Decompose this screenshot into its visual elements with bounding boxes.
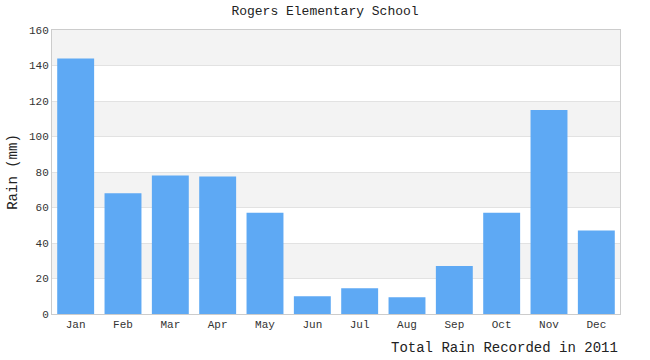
svg-text:Total Rain Recorded in 2011: Total Rain Recorded in 2011 (391, 340, 618, 356)
svg-text:Jul: Jul (350, 319, 370, 331)
svg-text:60: 60 (36, 202, 49, 214)
svg-text:Sep: Sep (444, 319, 464, 331)
svg-text:Rogers Elementary School: Rogers Elementary School (231, 4, 418, 19)
svg-text:0: 0 (42, 309, 49, 321)
svg-text:Aug: Aug (397, 319, 417, 331)
svg-text:Feb: Feb (113, 319, 133, 331)
svg-text:Nov: Nov (539, 319, 559, 331)
svg-text:Oct: Oct (492, 319, 512, 331)
svg-text:May: May (255, 319, 275, 331)
svg-text:80: 80 (36, 167, 49, 179)
svg-text:100: 100 (29, 131, 49, 143)
svg-text:Jan: Jan (66, 319, 86, 331)
svg-text:Jun: Jun (302, 319, 322, 331)
svg-text:20: 20 (36, 273, 49, 285)
svg-text:140: 140 (29, 60, 49, 72)
svg-text:160: 160 (29, 25, 49, 37)
svg-text:Dec: Dec (586, 319, 606, 331)
svg-text:120: 120 (29, 96, 49, 108)
svg-text:Mar: Mar (160, 319, 180, 331)
svg-text:Rain (mm): Rain (mm) (5, 134, 21, 210)
svg-text:40: 40 (36, 238, 49, 250)
svg-text:Apr: Apr (208, 319, 228, 331)
